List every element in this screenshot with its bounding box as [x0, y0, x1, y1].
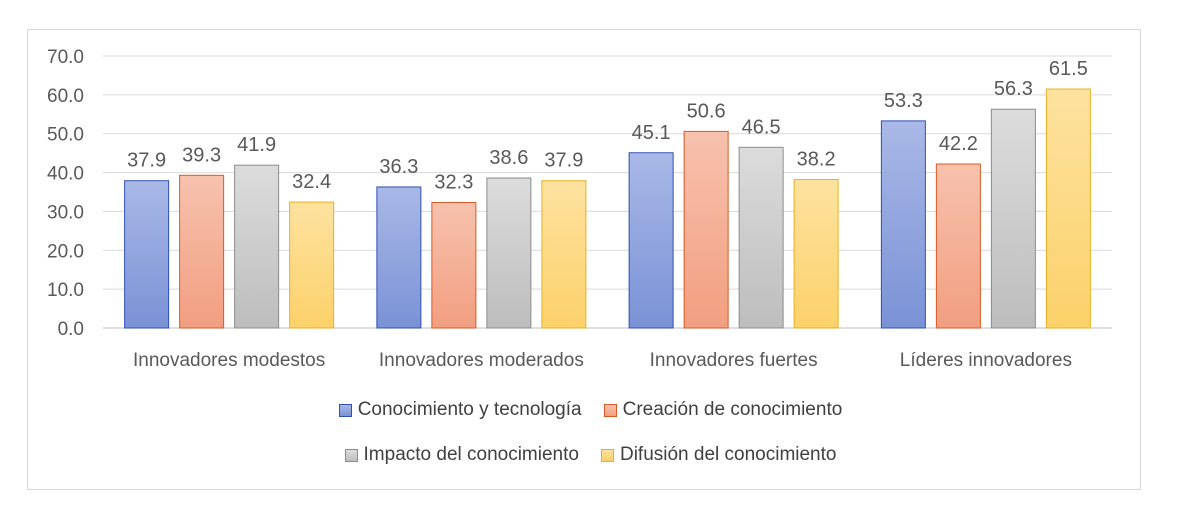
bar [541, 180, 587, 329]
legend-row-1: Conocimiento y tecnología Creación de co… [0, 399, 1181, 421]
bar [376, 186, 422, 329]
data-label: 46.5 [742, 116, 781, 138]
y-axis-ticks: 0.0 10.0 20.0 30.0 40.0 50.0 60.0 70.0 [47, 47, 84, 340]
data-label: 53.3 [884, 90, 923, 112]
bar [880, 120, 926, 329]
x-category-label: Innovadores fuertes [650, 350, 818, 371]
data-label: 38.2 [797, 149, 836, 171]
data-label: 61.5 [1049, 58, 1088, 80]
legend-swatch [600, 448, 614, 462]
legend-item-creacion-conocimiento: Creación de conocimiento [603, 399, 843, 421]
bar [1045, 88, 1091, 329]
bar [990, 108, 1036, 329]
legend-swatch [338, 403, 352, 417]
data-label: 32.3 [434, 171, 473, 193]
legend-item-conocimiento-tecnologia: Conocimiento y tecnología [338, 399, 582, 421]
bar [628, 152, 674, 329]
data-label: 42.2 [939, 133, 978, 155]
legend-label: Difusión del conocimiento [619, 444, 837, 465]
data-label: 50.6 [687, 100, 726, 122]
bar [431, 201, 477, 329]
bar [935, 163, 981, 329]
bar [683, 130, 729, 329]
data-label: 37.9 [127, 150, 166, 172]
bar [179, 174, 225, 329]
bar [234, 164, 280, 329]
data-label: 37.9 [544, 150, 583, 172]
bar [124, 180, 170, 329]
data-label: 36.3 [379, 156, 418, 178]
x-category-label: Innovadores modestos [133, 350, 325, 371]
bar [738, 146, 784, 329]
data-label: 45.1 [632, 122, 671, 144]
data-label: 56.3 [994, 78, 1033, 100]
x-axis-categories: Innovadores modestos Innovadores moderado… [133, 350, 1072, 371]
y-tick-label: 40.0 [47, 164, 84, 185]
y-tick-label: 0.0 [58, 319, 84, 340]
y-tick-label: 20.0 [47, 241, 84, 262]
legend-label: Creación de conocimiento [622, 399, 843, 420]
legend-item-impacto-conocimiento: Impacto del conocimiento [344, 444, 579, 466]
x-category-label: Líderes innovadores [900, 350, 1072, 371]
bar [486, 177, 532, 329]
y-tick-label: 30.0 [47, 202, 84, 223]
y-tick-label: 10.0 [47, 280, 84, 301]
legend-label: Impacto del conocimiento [363, 444, 579, 465]
x-category-label: Innovadores moderados [379, 350, 584, 371]
data-label: 38.6 [489, 147, 528, 169]
legend-swatch [344, 448, 358, 462]
legend-swatch [603, 403, 617, 417]
y-tick-label: 50.0 [47, 125, 84, 146]
legend-item-difusion-conocimiento: Difusión del conocimiento [600, 444, 837, 466]
data-labels: 37.9 39.3 41.9 32.4 36.3 32.3 38.6 37.9 45.1 50.6… [127, 58, 1088, 193]
legend-label: Conocimiento y tecnología [357, 399, 582, 420]
bars [124, 88, 1091, 329]
data-label: 39.3 [182, 144, 221, 166]
data-label: 41.9 [237, 134, 276, 156]
y-tick-label: 70.0 [47, 47, 84, 68]
bar [289, 201, 335, 329]
bar [793, 179, 839, 329]
y-tick-label: 60.0 [47, 86, 84, 107]
legend-row-2: Impacto del conocimiento Difusión del co… [0, 444, 1181, 466]
data-label: 32.4 [292, 171, 331, 193]
